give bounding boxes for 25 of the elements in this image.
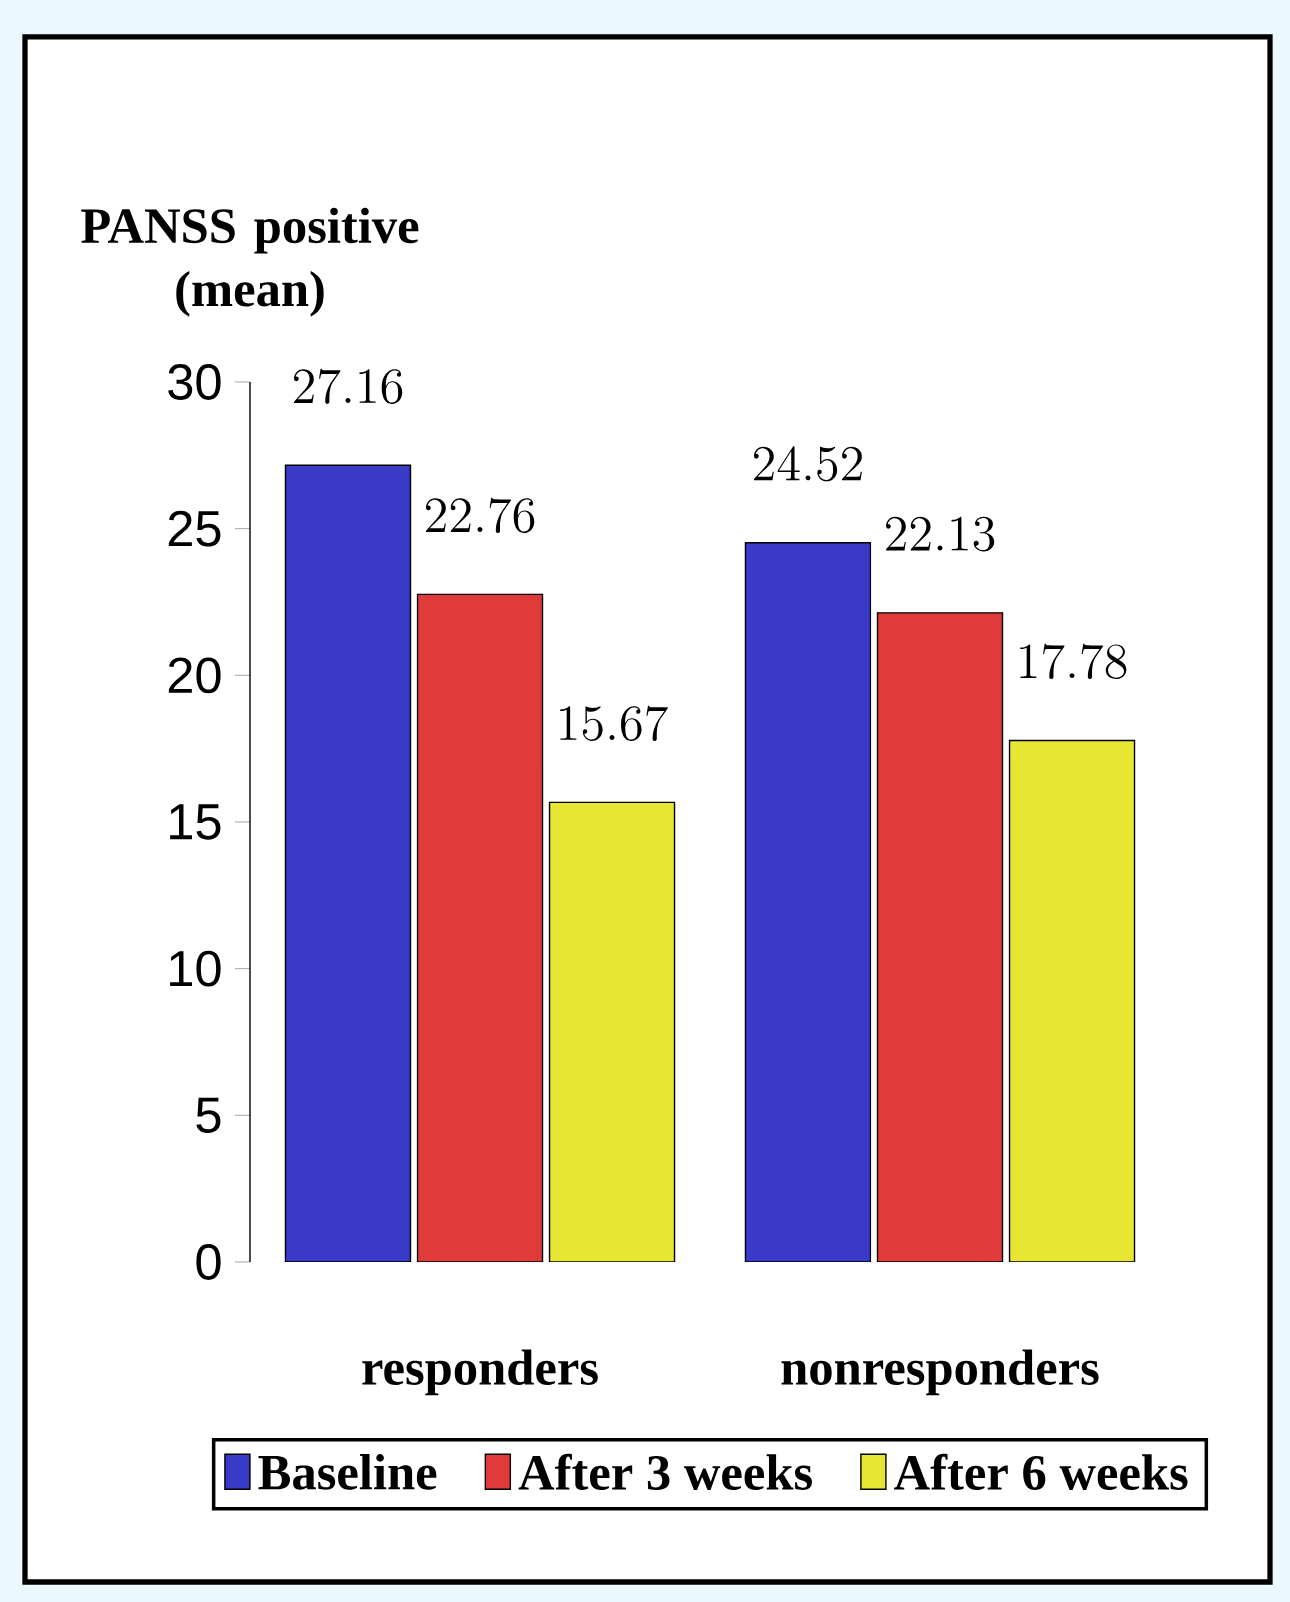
bar [744,542,872,1263]
data-label: 22.76 [426,497,535,533]
y-tick-label: 25 [168,510,221,547]
bar [548,801,676,1263]
y-tick-label: 15 [170,804,221,840]
y-axis-title: PANSS positive (mean) [81,207,419,317]
legend-label: After 6 weeks [894,1453,1188,1490]
y-tick-label: 5 [196,1097,221,1133]
bar [876,612,1004,1263]
data-label: 27. 16 [294,368,403,404]
legend-label: Baseline [258,1454,437,1490]
bar [1008,739,1136,1263]
y-tick-label: 20 [168,657,221,694]
data-label: 24.52 [754,446,862,482]
y-tick-label: 0 [196,1244,221,1280]
data-label: 17.78 [1020,643,1127,680]
data-label: 15.67 [560,705,668,741]
bar [416,593,544,1263]
y-tick-label: 10 [170,950,221,987]
y-tick-label: 30 [168,364,221,400]
x-tick-label: responders [362,1349,598,1396]
data-label: 22. 13 [886,516,995,552]
x-tick-label: nonresponders [781,1349,1099,1396]
bar [284,464,412,1263]
legend-label: After 3 weeks [518,1453,812,1490]
